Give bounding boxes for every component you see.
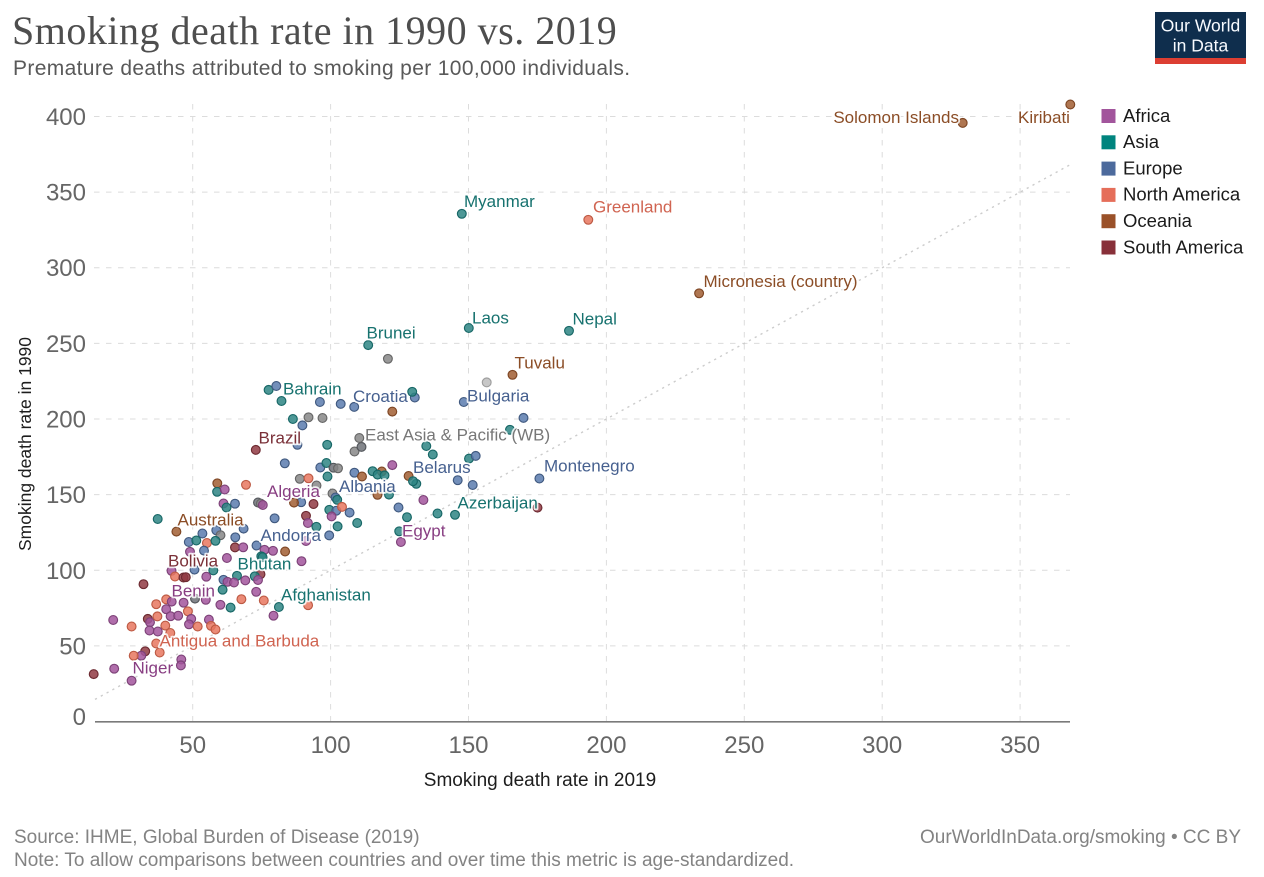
svg-text:Croatia: Croatia <box>353 387 408 406</box>
svg-text:200: 200 <box>586 732 626 759</box>
svg-text:in Data: in Data <box>1173 36 1229 56</box>
svg-text:Oceania: Oceania <box>1123 210 1193 231</box>
svg-text:Tuvalu: Tuvalu <box>515 354 565 373</box>
svg-text:Kiribati: Kiribati <box>1018 108 1070 127</box>
svg-text:Source: IHME, Global Burden of: Source: IHME, Global Burden of Disease (… <box>14 827 420 848</box>
svg-text:South America: South America <box>1123 236 1244 257</box>
svg-text:50: 50 <box>59 633 86 660</box>
svg-text:Asia: Asia <box>1123 131 1160 152</box>
svg-text:Australia: Australia <box>178 511 245 530</box>
svg-text:100: 100 <box>311 732 351 759</box>
svg-text:300: 300 <box>46 255 86 282</box>
svg-text:Antigua and Barbuda: Antigua and Barbuda <box>160 632 320 651</box>
svg-text:Note: To allow comparisons bet: Note: To allow comparisons between count… <box>14 850 794 871</box>
svg-text:Smoking death rate in 1990: Smoking death rate in 1990 <box>15 337 35 551</box>
svg-text:Egypt: Egypt <box>402 522 446 541</box>
svg-text:Belarus: Belarus <box>413 458 471 477</box>
svg-text:300: 300 <box>862 732 902 759</box>
svg-text:Bolivia: Bolivia <box>168 552 219 571</box>
svg-text:250: 250 <box>46 331 86 358</box>
svg-text:200: 200 <box>46 407 86 434</box>
svg-text:Bhutan: Bhutan <box>238 555 292 574</box>
svg-text:Micronesia (country): Micronesia (country) <box>704 272 858 291</box>
svg-text:Afghanistan: Afghanistan <box>281 586 371 605</box>
svg-text:Montenegro: Montenegro <box>544 457 635 476</box>
svg-text:Premature deaths attributed to: Premature deaths attributed to smoking p… <box>13 57 630 80</box>
svg-text:350: 350 <box>1000 732 1040 759</box>
svg-text:Africa: Africa <box>1123 105 1171 126</box>
svg-text:Andorra: Andorra <box>261 526 322 545</box>
svg-text:400: 400 <box>46 104 86 131</box>
svg-text:North America: North America <box>1123 184 1241 205</box>
svg-text:Smoking death rate in 1990 vs.: Smoking death rate in 1990 vs. 2019 <box>12 8 617 53</box>
svg-text:Myanmar: Myanmar <box>464 192 535 211</box>
svg-text:350: 350 <box>46 180 86 207</box>
svg-text:250: 250 <box>724 732 764 759</box>
svg-text:Bulgaria: Bulgaria <box>467 387 530 406</box>
svg-text:Bahrain: Bahrain <box>283 380 342 399</box>
svg-text:East Asia & Pacific (WB): East Asia & Pacific (WB) <box>365 426 550 445</box>
svg-text:150: 150 <box>448 732 488 759</box>
svg-text:Albania: Albania <box>339 477 396 496</box>
svg-text:Laos: Laos <box>472 309 509 328</box>
svg-text:Smoking death rate in 2019: Smoking death rate in 2019 <box>424 770 656 791</box>
svg-text:OurWorldInData.org/smoking • C: OurWorldInData.org/smoking • CC BY <box>920 827 1241 848</box>
svg-text:Brunei: Brunei <box>367 324 416 343</box>
svg-text:Brazil: Brazil <box>259 429 302 448</box>
svg-text:Azerbaijan: Azerbaijan <box>458 494 538 513</box>
svg-text:0: 0 <box>73 704 86 731</box>
svg-text:150: 150 <box>46 482 86 509</box>
svg-text:Algeria: Algeria <box>267 482 320 501</box>
svg-text:100: 100 <box>46 558 86 585</box>
svg-text:Solomon Islands: Solomon Islands <box>833 108 959 127</box>
svg-text:Benin: Benin <box>172 582 215 601</box>
svg-text:Europe: Europe <box>1123 157 1183 178</box>
svg-text:Niger: Niger <box>133 659 174 678</box>
svg-text:Nepal: Nepal <box>573 310 617 329</box>
svg-text:Greenland: Greenland <box>593 198 672 217</box>
svg-text:50: 50 <box>179 732 206 759</box>
svg-text:Our World: Our World <box>1161 16 1240 36</box>
